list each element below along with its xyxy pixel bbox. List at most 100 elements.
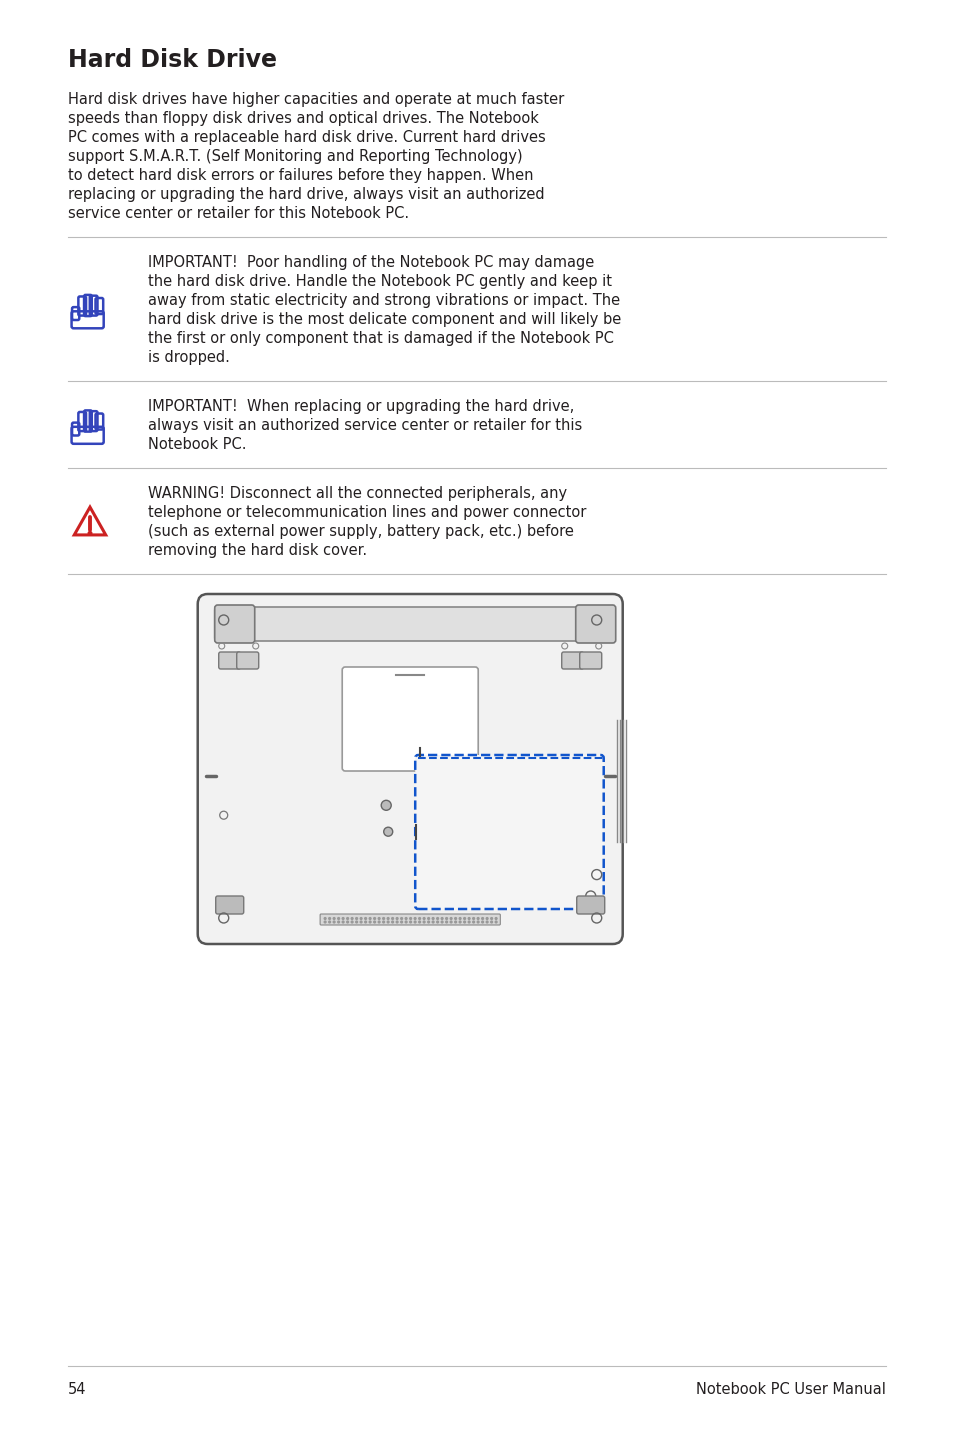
Circle shape — [342, 922, 344, 923]
Text: the hard disk drive. Handle the Notebook PC gently and keep it: the hard disk drive. Handle the Notebook… — [148, 275, 612, 289]
Circle shape — [409, 917, 411, 919]
Circle shape — [450, 917, 452, 919]
Text: speeds than floppy disk drives and optical drives. The Notebook: speeds than floppy disk drives and optic… — [68, 111, 538, 127]
Text: IMPORTANT!  Poor handling of the Notebook PC may damage: IMPORTANT! Poor handling of the Notebook… — [148, 255, 594, 270]
Circle shape — [383, 827, 393, 837]
Circle shape — [414, 917, 416, 919]
Text: 54: 54 — [68, 1382, 87, 1396]
Circle shape — [473, 922, 474, 923]
Circle shape — [414, 922, 416, 923]
Circle shape — [405, 917, 407, 919]
FancyBboxPatch shape — [218, 651, 240, 669]
Text: is dropped.: is dropped. — [148, 349, 230, 365]
FancyBboxPatch shape — [197, 594, 622, 943]
Circle shape — [473, 917, 474, 919]
Circle shape — [463, 922, 465, 923]
Circle shape — [395, 922, 397, 923]
FancyBboxPatch shape — [320, 915, 499, 925]
Text: to detect hard disk errors or failures before they happen. When: to detect hard disk errors or failures b… — [68, 168, 533, 183]
Circle shape — [455, 922, 456, 923]
Text: support S.M.A.R.T. (Self Monitoring and Reporting Technology): support S.M.A.R.T. (Self Monitoring and … — [68, 150, 522, 164]
Text: Hard Disk Drive: Hard Disk Drive — [68, 47, 276, 72]
Circle shape — [436, 922, 438, 923]
Circle shape — [458, 917, 460, 919]
Circle shape — [490, 917, 492, 919]
Circle shape — [337, 917, 339, 919]
Circle shape — [355, 922, 357, 923]
Text: away from static electricity and strong vibrations or impact. The: away from static electricity and strong … — [148, 293, 619, 308]
Circle shape — [495, 917, 497, 919]
Text: removing the hard disk cover.: removing the hard disk cover. — [148, 544, 367, 558]
Circle shape — [355, 917, 357, 919]
Circle shape — [476, 917, 478, 919]
Text: always visit an authorized service center or retailer for this: always visit an authorized service cente… — [148, 418, 581, 433]
Circle shape — [329, 917, 330, 919]
Circle shape — [382, 922, 384, 923]
Text: WARNING! Disconnect all the connected peripherals, any: WARNING! Disconnect all the connected pe… — [148, 486, 566, 500]
FancyBboxPatch shape — [214, 605, 254, 643]
Circle shape — [364, 922, 366, 923]
Circle shape — [342, 917, 344, 919]
Circle shape — [468, 917, 470, 919]
Circle shape — [360, 917, 361, 919]
Circle shape — [369, 922, 371, 923]
Circle shape — [392, 922, 393, 923]
FancyBboxPatch shape — [415, 755, 603, 909]
Circle shape — [337, 922, 339, 923]
Circle shape — [351, 917, 353, 919]
FancyBboxPatch shape — [236, 651, 258, 669]
Circle shape — [481, 917, 483, 919]
FancyBboxPatch shape — [577, 896, 604, 915]
Text: replacing or upgrading the hard drive, always visit an authorized: replacing or upgrading the hard drive, a… — [68, 187, 544, 201]
Circle shape — [427, 922, 429, 923]
Circle shape — [445, 917, 447, 919]
Circle shape — [333, 917, 335, 919]
Circle shape — [490, 922, 492, 923]
Text: IMPORTANT!  When replacing or upgrading the hard drive,: IMPORTANT! When replacing or upgrading t… — [148, 398, 574, 414]
Circle shape — [324, 922, 326, 923]
Text: Notebook PC.: Notebook PC. — [148, 437, 246, 452]
Circle shape — [333, 922, 335, 923]
Circle shape — [387, 922, 389, 923]
Circle shape — [486, 922, 488, 923]
Circle shape — [324, 917, 326, 919]
Circle shape — [468, 922, 470, 923]
Circle shape — [369, 917, 371, 919]
Circle shape — [346, 917, 348, 919]
Text: telephone or telecommunication lines and power connector: telephone or telecommunication lines and… — [148, 505, 586, 521]
Circle shape — [392, 917, 393, 919]
Circle shape — [395, 917, 397, 919]
Circle shape — [377, 922, 379, 923]
Circle shape — [409, 922, 411, 923]
Circle shape — [427, 917, 429, 919]
Circle shape — [382, 917, 384, 919]
Text: PC comes with a replaceable hard disk drive. Current hard drives: PC comes with a replaceable hard disk dr… — [68, 129, 545, 145]
Circle shape — [423, 917, 425, 919]
Circle shape — [418, 922, 420, 923]
Circle shape — [423, 922, 425, 923]
Text: Hard disk drives have higher capacities and operate at much faster: Hard disk drives have higher capacities … — [68, 92, 563, 106]
Text: hard disk drive is the most delicate component and will likely be: hard disk drive is the most delicate com… — [148, 312, 620, 326]
Circle shape — [329, 922, 330, 923]
FancyBboxPatch shape — [561, 651, 583, 669]
Circle shape — [476, 922, 478, 923]
Circle shape — [400, 922, 402, 923]
Circle shape — [346, 922, 348, 923]
Circle shape — [381, 801, 391, 810]
FancyBboxPatch shape — [215, 896, 243, 915]
Circle shape — [445, 922, 447, 923]
Text: service center or retailer for this Notebook PC.: service center or retailer for this Note… — [68, 206, 409, 221]
Circle shape — [377, 917, 379, 919]
Circle shape — [374, 922, 375, 923]
Circle shape — [481, 922, 483, 923]
Circle shape — [450, 922, 452, 923]
Circle shape — [360, 922, 361, 923]
Text: Notebook PC User Manual: Notebook PC User Manual — [696, 1382, 885, 1396]
Circle shape — [387, 917, 389, 919]
Circle shape — [440, 922, 442, 923]
Circle shape — [351, 922, 353, 923]
Text: the first or only component that is damaged if the Notebook PC: the first or only component that is dama… — [148, 331, 613, 347]
Text: (such as external power supply, battery pack, etc.) before: (such as external power supply, battery … — [148, 523, 574, 539]
Circle shape — [88, 532, 91, 535]
FancyBboxPatch shape — [342, 667, 477, 771]
